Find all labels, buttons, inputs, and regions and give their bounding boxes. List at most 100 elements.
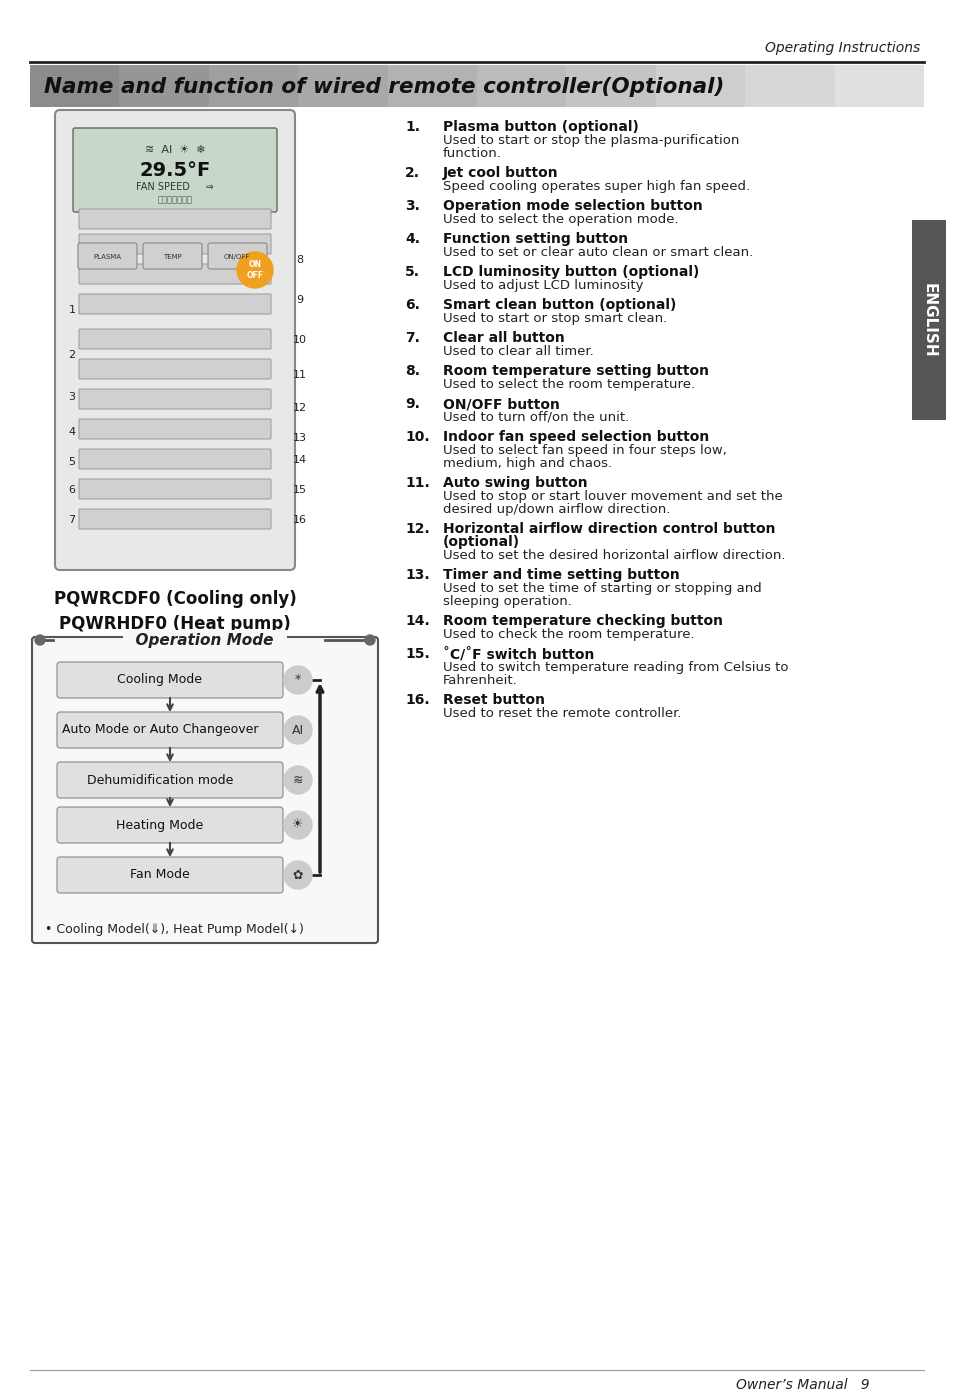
- Text: ON/OFF button: ON/OFF button: [442, 398, 559, 412]
- Text: ≋: ≋: [293, 773, 303, 787]
- FancyBboxPatch shape: [57, 713, 283, 748]
- Text: Function setting button: Function setting button: [442, 232, 627, 246]
- Text: 13.: 13.: [405, 568, 429, 582]
- Circle shape: [236, 252, 273, 288]
- Text: Name and function of wired remote controller(Optional): Name and function of wired remote contro…: [44, 77, 723, 97]
- Text: Reset button: Reset button: [442, 693, 544, 707]
- Text: Dehumidification mode: Dehumidification mode: [87, 773, 233, 787]
- Text: Operating Instructions: Operating Instructions: [764, 41, 919, 55]
- Circle shape: [365, 636, 375, 645]
- FancyBboxPatch shape: [79, 294, 271, 314]
- Text: Used to stop or start louver movement and set the: Used to stop or start louver movement an…: [442, 490, 781, 503]
- Text: Room temperature checking button: Room temperature checking button: [442, 615, 722, 629]
- FancyBboxPatch shape: [79, 329, 271, 349]
- Text: 3: 3: [69, 392, 75, 402]
- Text: Used to select the room temperature.: Used to select the room temperature.: [442, 378, 695, 391]
- Text: Room temperature setting button: Room temperature setting button: [442, 364, 708, 378]
- Text: sleeping operation.: sleeping operation.: [442, 595, 571, 608]
- Text: 5: 5: [69, 456, 75, 468]
- Text: Operation mode selection button: Operation mode selection button: [442, 199, 702, 213]
- Text: ENGLISH: ENGLISH: [921, 283, 936, 357]
- FancyBboxPatch shape: [73, 127, 276, 211]
- Text: 29.5°F: 29.5°F: [139, 161, 211, 179]
- Text: PLASMA: PLASMA: [92, 253, 121, 260]
- Text: Used to switch temperature reading from Celsius to: Used to switch temperature reading from …: [442, 661, 788, 673]
- Text: 8.: 8.: [405, 364, 419, 378]
- Text: Auto swing button: Auto swing button: [442, 476, 587, 490]
- Text: 8: 8: [296, 255, 303, 265]
- FancyBboxPatch shape: [79, 234, 271, 253]
- Circle shape: [284, 861, 312, 889]
- Text: Used to adjust LCD luminosity: Used to adjust LCD luminosity: [442, 279, 643, 293]
- Bar: [566, 64, 655, 106]
- Text: Used to set or clear auto clean or smart clean.: Used to set or clear auto clean or smart…: [442, 246, 753, 259]
- Text: medium, high and chaos.: medium, high and chaos.: [442, 456, 612, 470]
- Text: Used to reset the remote controller.: Used to reset the remote controller.: [442, 707, 680, 720]
- FancyBboxPatch shape: [79, 510, 271, 529]
- Text: ≋  AI  ☀  ❄: ≋ AI ☀ ❄: [145, 146, 205, 155]
- Text: AI: AI: [292, 724, 304, 736]
- Text: 11.: 11.: [405, 476, 429, 490]
- FancyBboxPatch shape: [57, 662, 283, 699]
- Text: 7: 7: [69, 515, 75, 525]
- Text: 2.: 2.: [405, 167, 419, 181]
- Text: 10.: 10.: [405, 430, 429, 444]
- Text: Indoor fan speed selection button: Indoor fan speed selection button: [442, 430, 708, 444]
- Text: function.: function.: [442, 147, 501, 160]
- Text: 1: 1: [69, 305, 75, 315]
- FancyBboxPatch shape: [911, 220, 945, 420]
- FancyBboxPatch shape: [208, 244, 267, 269]
- Text: FAN SPEED     ⇒: FAN SPEED ⇒: [136, 182, 213, 192]
- Text: desired up/down airflow direction.: desired up/down airflow direction.: [442, 503, 670, 517]
- Bar: [30, 64, 119, 106]
- Text: Plasma button (optional): Plasma button (optional): [442, 120, 639, 134]
- Circle shape: [284, 715, 312, 743]
- Text: ON/OFF: ON/OFF: [224, 253, 250, 260]
- FancyBboxPatch shape: [57, 762, 283, 798]
- FancyBboxPatch shape: [32, 637, 377, 944]
- Text: Smart clean button (optional): Smart clean button (optional): [442, 298, 676, 312]
- Bar: [119, 64, 209, 106]
- Text: 16.: 16.: [405, 693, 429, 707]
- Text: Operation Mode: Operation Mode: [126, 633, 284, 647]
- Text: ⬛⬛⬛⬛⬛⬛⬛: ⬛⬛⬛⬛⬛⬛⬛: [157, 196, 193, 204]
- Text: 14: 14: [293, 455, 307, 465]
- Text: *: *: [294, 673, 301, 686]
- Text: Fahrenheit.: Fahrenheit.: [442, 673, 517, 687]
- Text: 10: 10: [293, 335, 307, 344]
- Text: 9: 9: [296, 295, 303, 305]
- Text: 12.: 12.: [405, 522, 429, 536]
- Text: 9.: 9.: [405, 398, 419, 412]
- Text: 5.: 5.: [405, 265, 419, 279]
- Text: 16: 16: [293, 515, 307, 525]
- FancyBboxPatch shape: [79, 265, 271, 284]
- FancyBboxPatch shape: [79, 358, 271, 379]
- Text: ˚C/˚F switch button: ˚C/˚F switch button: [442, 647, 594, 662]
- Circle shape: [284, 811, 312, 839]
- Text: Used to set the time of starting or stopping and: Used to set the time of starting or stop…: [442, 582, 760, 595]
- Text: 4.: 4.: [405, 232, 419, 246]
- Bar: [298, 64, 387, 106]
- Text: 2: 2: [69, 350, 75, 360]
- Bar: [744, 64, 834, 106]
- Text: Jet cool button: Jet cool button: [442, 167, 558, 181]
- Text: Used to start or stop smart clean.: Used to start or stop smart clean.: [442, 312, 666, 325]
- Text: TEMP: TEMP: [162, 253, 181, 260]
- Text: Used to start or stop the plasma-purification: Used to start or stop the plasma-purific…: [442, 134, 739, 147]
- Text: Heating Mode: Heating Mode: [116, 819, 203, 832]
- Text: Cooling Mode: Cooling Mode: [117, 673, 202, 686]
- Text: Horizontal airflow direction control button: Horizontal airflow direction control but…: [442, 522, 775, 536]
- Text: Owner’s Manual   9: Owner’s Manual 9: [736, 1378, 869, 1392]
- Text: ☀: ☀: [292, 819, 303, 832]
- Text: 12: 12: [293, 403, 307, 413]
- Circle shape: [35, 636, 45, 645]
- FancyBboxPatch shape: [143, 244, 202, 269]
- Text: 15.: 15.: [405, 647, 429, 661]
- Text: PQWRCDF0 (Cooling only)
PQWRHDF0 (Heat pump): PQWRCDF0 (Cooling only) PQWRHDF0 (Heat p…: [53, 589, 296, 633]
- Text: 4: 4: [69, 427, 75, 437]
- Text: Fan Mode: Fan Mode: [130, 868, 190, 882]
- FancyBboxPatch shape: [79, 449, 271, 469]
- Text: Used to check the room temperature.: Used to check the room temperature.: [442, 629, 694, 641]
- FancyBboxPatch shape: [78, 244, 137, 269]
- Bar: [387, 64, 476, 106]
